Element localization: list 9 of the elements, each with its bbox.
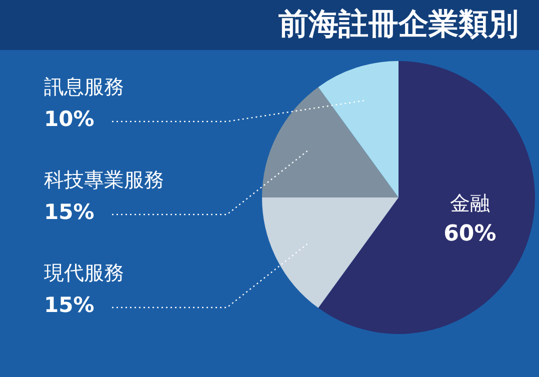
slice-label: 金融 bbox=[450, 190, 490, 215]
data-label: 15% bbox=[44, 292, 94, 317]
data-label: 10% bbox=[44, 106, 94, 131]
chart-title: 前海註冊企業類別 bbox=[278, 6, 518, 42]
data-label: 60% bbox=[444, 221, 496, 246]
slice-label: 訊息服務 bbox=[44, 74, 124, 99]
slice-label: 現代服務 bbox=[44, 260, 124, 285]
data-label: 15% bbox=[44, 200, 94, 224]
slice-label: 科技專業服務 bbox=[44, 168, 164, 192]
